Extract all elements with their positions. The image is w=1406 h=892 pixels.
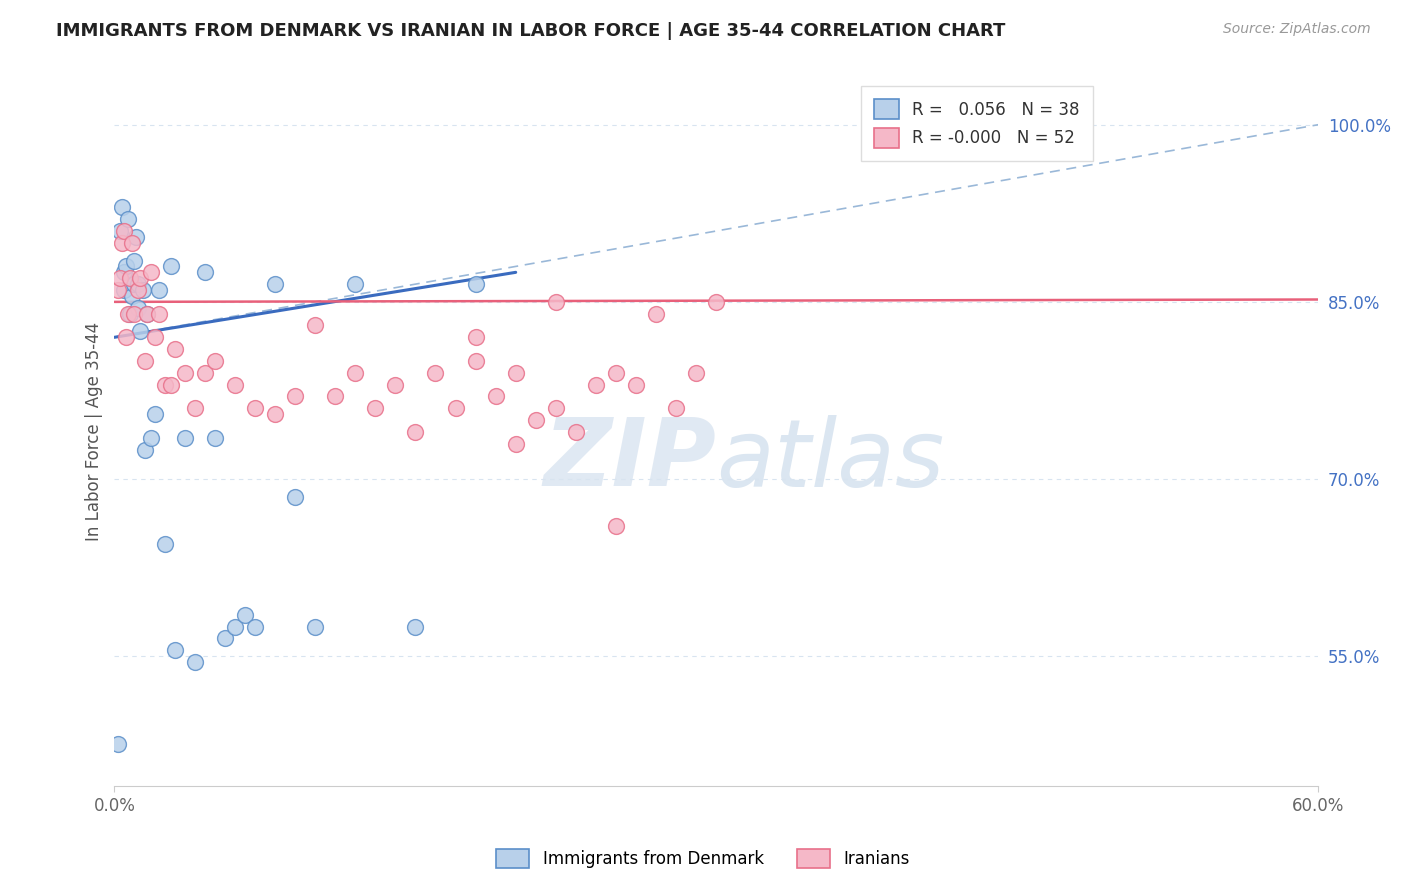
Point [129, 325, 152, 339]
Point [124, 277, 146, 292]
Point [129, 271, 152, 285]
Point [143, 330, 166, 344]
Point [127, 301, 149, 315]
Point [173, 431, 195, 445]
Point [148, 307, 170, 321]
Point [107, 283, 129, 297]
Point [605, 366, 627, 380]
Point [544, 401, 567, 416]
Point [243, 401, 266, 416]
Point [505, 366, 527, 380]
Point [284, 389, 307, 403]
Point [464, 330, 486, 344]
Point [364, 401, 387, 416]
Point [404, 620, 426, 634]
Point [464, 277, 486, 292]
Point [124, 307, 146, 321]
Point [304, 318, 326, 333]
Point [173, 366, 195, 380]
Point [233, 607, 256, 622]
Point [404, 425, 426, 439]
Point [685, 366, 707, 380]
Point [139, 431, 162, 445]
Point [120, 307, 142, 321]
Point [204, 354, 226, 368]
Point [264, 277, 287, 292]
Point [224, 377, 246, 392]
Text: atlas: atlas [716, 415, 945, 506]
Point [344, 277, 367, 292]
Point [134, 442, 156, 457]
Point [131, 283, 153, 297]
Point [135, 307, 157, 321]
Point [665, 401, 688, 416]
Point [125, 230, 148, 244]
Point [110, 224, 132, 238]
Point [114, 265, 136, 279]
Point [183, 655, 205, 669]
Point [323, 389, 346, 403]
Point [153, 377, 176, 392]
Point [304, 620, 326, 634]
Point [115, 260, 138, 274]
Point [585, 377, 607, 392]
Point [284, 490, 307, 504]
Point [124, 253, 146, 268]
Point [194, 366, 217, 380]
Point [224, 620, 246, 634]
Point [344, 366, 367, 380]
Point [127, 277, 149, 292]
Point [121, 235, 143, 250]
Point [204, 431, 226, 445]
Point [153, 537, 176, 551]
Point [163, 643, 186, 657]
Point [139, 265, 162, 279]
Point [110, 271, 132, 285]
Point [117, 212, 139, 227]
Point [117, 307, 139, 321]
Point [524, 413, 547, 427]
Point [425, 366, 447, 380]
Text: Source: ZipAtlas.com: Source: ZipAtlas.com [1223, 22, 1371, 37]
Point [148, 283, 170, 297]
Point [645, 307, 668, 321]
Point [159, 260, 181, 274]
Point [183, 401, 205, 416]
Point [605, 519, 627, 533]
Point [194, 265, 217, 279]
Y-axis label: In Labor Force | Age 35-44: In Labor Force | Age 35-44 [86, 322, 103, 541]
Point [264, 407, 287, 421]
Point [114, 283, 136, 297]
Point [134, 354, 156, 368]
Legend: Immigrants from Denmark, Iranians: Immigrants from Denmark, Iranians [489, 842, 917, 875]
Point [115, 330, 138, 344]
Point [464, 354, 486, 368]
Point [444, 401, 467, 416]
Point [704, 294, 727, 309]
Point [384, 377, 406, 392]
Point [163, 342, 186, 356]
Point [114, 224, 136, 238]
Legend: R =   0.056   N = 38, R = -0.000   N = 52: R = 0.056 N = 38, R = -0.000 N = 52 [860, 86, 1094, 161]
Point [544, 294, 567, 309]
Point [111, 235, 134, 250]
Point [107, 737, 129, 751]
Point [127, 283, 149, 297]
Point [243, 620, 266, 634]
Point [485, 389, 508, 403]
Point [143, 407, 166, 421]
Point [121, 289, 143, 303]
Point [565, 425, 588, 439]
Point [111, 200, 134, 214]
Point [120, 271, 142, 285]
Point [135, 307, 157, 321]
Point [505, 436, 527, 450]
Text: IMMIGRANTS FROM DENMARK VS IRANIAN IN LABOR FORCE | AGE 35-44 CORRELATION CHART: IMMIGRANTS FROM DENMARK VS IRANIAN IN LA… [56, 22, 1005, 40]
Text: ZIP: ZIP [544, 414, 716, 506]
Point [624, 377, 647, 392]
Point [214, 632, 236, 646]
Point [159, 377, 181, 392]
